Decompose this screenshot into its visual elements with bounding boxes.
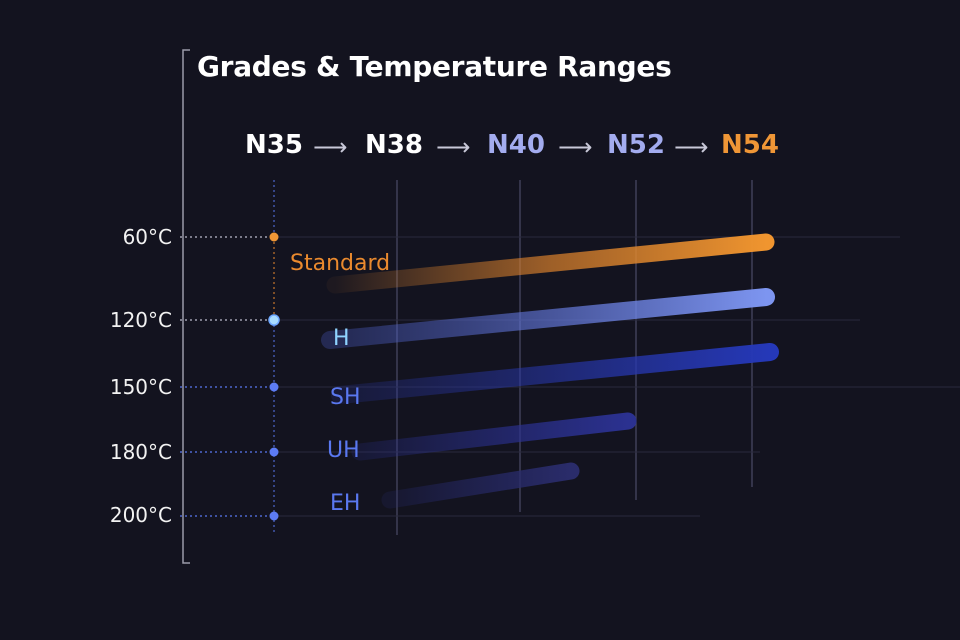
- marker-150: [269, 382, 279, 392]
- grade-n35: N35: [245, 130, 303, 160]
- grade-n52: N52: [607, 130, 665, 160]
- temp-label-180: 180°C: [109, 440, 172, 464]
- grade-n54: N54: [721, 130, 779, 160]
- arrow-icon: ⟶: [558, 133, 593, 161]
- bar-sh: [331, 343, 779, 404]
- bar-uh: [351, 412, 637, 461]
- class-label-uh: UH: [327, 438, 360, 463]
- class-label-standard: Standard: [290, 251, 391, 276]
- bar-h: [321, 288, 775, 349]
- temp-label-150: 150°C: [109, 375, 172, 399]
- class-label-eh: EH: [330, 491, 361, 516]
- marker-60: [269, 232, 279, 242]
- grade-n38: N38: [365, 130, 423, 160]
- arrow-icon: ⟶: [436, 133, 471, 161]
- class-label-sh: SH: [330, 385, 361, 410]
- marker-120: [268, 314, 280, 326]
- class-label-h: H: [333, 326, 350, 351]
- temp-markers: [268, 232, 280, 521]
- diagram-title: Grades & Temperature Ranges: [197, 50, 672, 83]
- arrow-icon: ⟶: [313, 133, 348, 161]
- grade-n40: N40: [487, 130, 545, 160]
- temp-leaders: [180, 236, 274, 517]
- temp-label-60: 60°C: [122, 225, 172, 249]
- temp-label-120: 120°C: [109, 308, 172, 332]
- bar-standard: [326, 233, 775, 294]
- marker-200: [269, 511, 279, 521]
- grade-gridlines: [396, 180, 753, 535]
- temp-label-200: 200°C: [109, 503, 172, 527]
- arrow-icon: ⟶: [674, 133, 709, 161]
- class-bars: [321, 233, 779, 509]
- marker-180: [269, 447, 279, 457]
- frame-bracket: [182, 49, 190, 564]
- bar-eh: [381, 462, 580, 509]
